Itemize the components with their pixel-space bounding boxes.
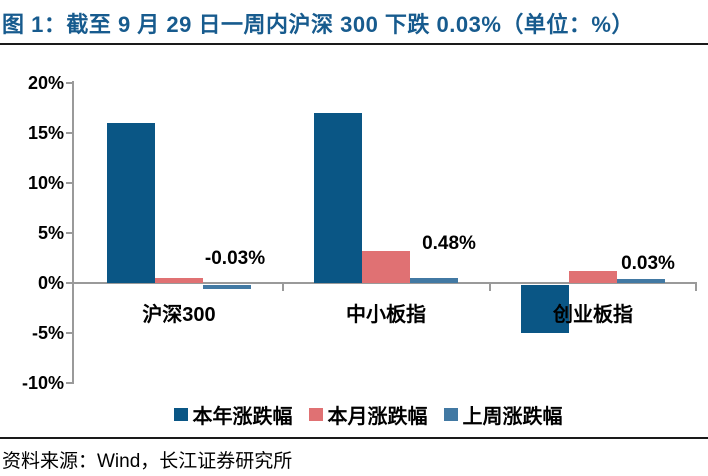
y-axis-tick [66,132,73,134]
bar [617,279,665,283]
y-tick-label: 10% [27,173,64,193]
bar [155,278,203,283]
y-tick-label: -5% [31,323,64,343]
data-label: 0.48% [422,233,476,254]
x-axis-tick [489,283,491,291]
legend-swatch-icon [173,408,188,421]
x-axis-tick [282,283,284,291]
legend-swatch-icon [308,408,323,421]
chart-plot-area: -0.03% 0.48% 0.03% 20% 15% 10% 5% 0% -5% -10% 沪… [0,73,708,393]
data-label: -0.03% [204,248,266,269]
y-axis-line [72,81,74,384]
bar [203,285,251,289]
legend-item: 上周涨跌幅 [443,400,563,429]
source-divider [0,437,708,439]
legend-swatch-icon [443,408,458,421]
y-tick-label: 0% [37,273,64,293]
bar [569,271,617,283]
y-axis-tick [66,182,73,184]
x-axis-tick [695,283,697,291]
category-label: 创业板指 [553,304,633,326]
bar [521,285,569,333]
bar [314,113,362,283]
legend-label: 本年涨跌幅 [192,406,293,428]
y-tick-label: 20% [27,73,64,93]
data-label: 0.03% [621,253,675,274]
legend-item: 本月涨跌幅 [308,400,428,429]
y-axis-tick [66,382,73,384]
bar [410,278,458,283]
chart-legend: 本年涨跌幅 本月涨跌幅 上周涨跌幅 [14,400,708,429]
legend-item: 本年涨跌幅 [173,400,293,429]
category-label: 中小板指 [346,304,426,326]
y-axis-tick [66,232,73,234]
title-divider [0,43,708,45]
category-label: 沪深300 [142,304,216,326]
figure-title: 图 1：截至 9 月 29 日一周内沪深 300 下跌 0.03%（单位：%） [2,12,634,37]
bar [362,251,410,283]
y-axis-tick [66,282,73,284]
y-tick-label: 5% [37,223,64,243]
legend-label: 本月涨跌幅 [327,406,428,428]
y-axis-tick [66,332,73,334]
legend-label: 上周涨跌幅 [462,406,563,428]
source-text: 资料来源：Wind，长江证券研究所 [2,451,293,472]
bar [107,123,155,283]
x-axis-zero-line [72,282,697,284]
y-tick-label: 15% [27,123,64,143]
y-axis-tick [66,82,73,84]
y-tick-label: -10% [21,373,64,393]
